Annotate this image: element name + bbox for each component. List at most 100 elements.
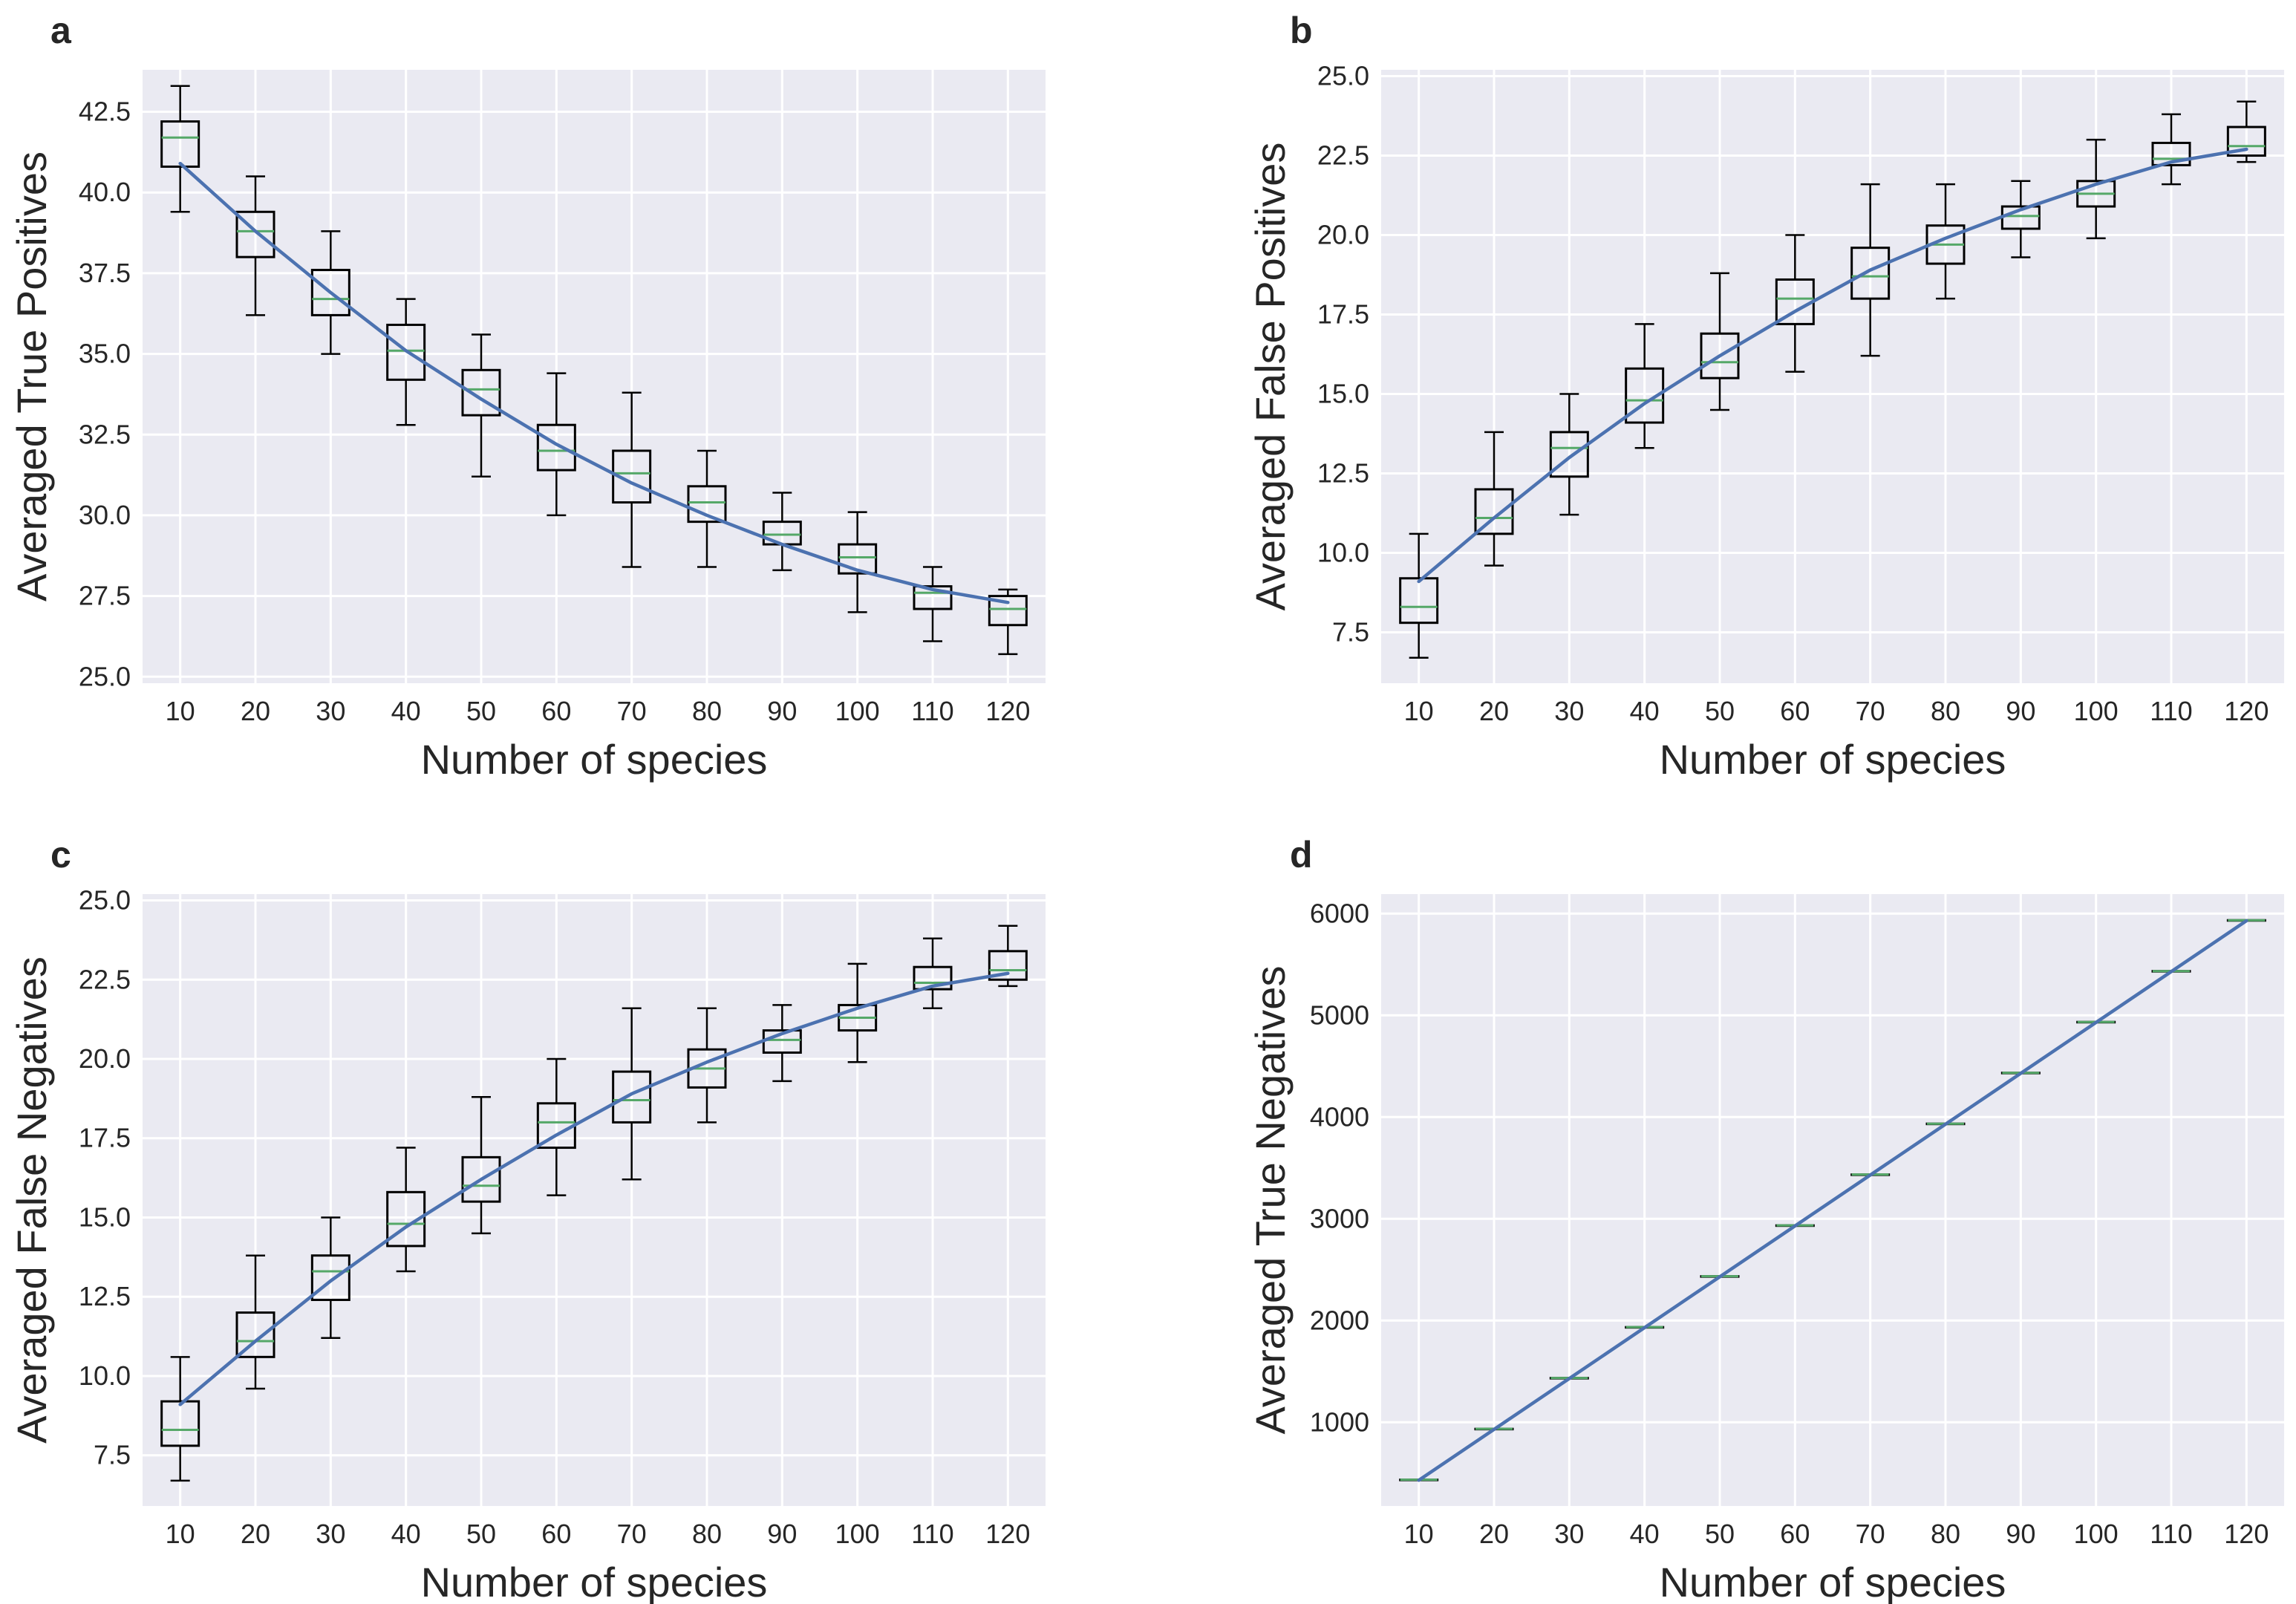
- y-tick-label: 1000: [1310, 1406, 1369, 1437]
- x-tick-label: 10: [166, 1519, 195, 1549]
- y-tick-label: 7.5: [1332, 617, 1369, 648]
- iqr-box: [160, 120, 200, 168]
- x-tick-label: 20: [1479, 1519, 1509, 1549]
- iqr-box: [1625, 367, 1665, 424]
- x-tick-label: 40: [391, 1519, 421, 1549]
- iqr-box: [988, 595, 1028, 627]
- x-tick-label: 70: [1856, 696, 1885, 726]
- panel-a: 10 20 30 40 50 60 70 80 90 100 110 120 25.0 27.5 30.0 3…: [8, 10, 1046, 783]
- y-tick-label: 22.5: [79, 964, 131, 994]
- x-tick-label: 70: [617, 696, 647, 726]
- iqr-box: [1850, 247, 1891, 300]
- y-tick-label: 40.0: [79, 177, 131, 207]
- y-tick-label: 15.0: [1317, 379, 1369, 409]
- x-tick-label: 100: [2074, 1519, 2119, 1549]
- box-10: [160, 85, 200, 213]
- iqr-box: [838, 543, 878, 575]
- x-tick-label: 120: [985, 696, 1030, 726]
- y-tick-label: 4000: [1310, 1101, 1369, 1132]
- y-tick-label: 3000: [1310, 1203, 1369, 1233]
- x-tick-label: 20: [1479, 696, 1509, 726]
- x-tick-label: 70: [617, 1519, 647, 1549]
- x-tick-label: 110: [911, 1519, 953, 1549]
- box-30: [1549, 393, 1589, 516]
- iqr-box: [386, 1190, 426, 1248]
- plot-area: [143, 70, 1046, 683]
- iqr-box: [988, 950, 1028, 981]
- x-tick-label: 80: [1931, 696, 1960, 726]
- box-100: [2076, 138, 2116, 240]
- x-tick-label: 60: [1780, 1519, 1810, 1549]
- x-tick-label: 30: [1554, 1519, 1584, 1549]
- x-tick-label: 80: [692, 696, 722, 726]
- y-tick-label: 17.5: [1317, 299, 1369, 330]
- fit-curve: [178, 161, 1010, 604]
- x-tick-label: 10: [1404, 1519, 1434, 1549]
- panel-letter: b: [1290, 10, 1313, 51]
- box-30: [310, 230, 350, 355]
- y-tick-label: 12.5: [1317, 458, 1369, 489]
- iqr-box: [612, 449, 652, 504]
- y-tick-label: 25.0: [79, 885, 131, 916]
- fit-curve: [178, 971, 1010, 1406]
- x-tick-label: 100: [2074, 696, 2119, 726]
- box-120: [988, 588, 1028, 656]
- iqr-box: [160, 1400, 200, 1447]
- x-axis-label: Number of species: [1660, 736, 2006, 783]
- x-tick-label: 120: [2224, 696, 2269, 726]
- box-120: [988, 925, 1028, 988]
- x-tick-label: 120: [2224, 1519, 2269, 1549]
- x-tick-label: 60: [541, 1519, 571, 1549]
- x-tick-label: 90: [2006, 696, 2035, 726]
- x-tick-label: 90: [767, 1519, 797, 1549]
- box-50: [461, 333, 501, 478]
- box-60: [536, 372, 576, 517]
- y-tick-label: 15.0: [79, 1202, 131, 1232]
- box-110: [913, 566, 953, 642]
- x-tick-label: 80: [1931, 1519, 1960, 1549]
- box-80: [687, 449, 727, 568]
- iqr-box: [612, 1070, 652, 1124]
- plot-area: [1381, 70, 2284, 683]
- x-tick-label: 80: [692, 1519, 722, 1549]
- y-tick-label: 10.0: [1317, 538, 1369, 568]
- x-tick-label: 110: [911, 696, 953, 726]
- x-tick-label: 30: [1554, 696, 1584, 726]
- panel-letter: a: [50, 10, 72, 51]
- x-tick-label: 30: [316, 1519, 345, 1549]
- y-tick-label: 5000: [1310, 1000, 1369, 1030]
- box-10: [1399, 532, 1439, 659]
- y-tick-label: 42.5: [79, 97, 131, 127]
- y-tick-label: 2000: [1310, 1305, 1369, 1335]
- box-40: [1625, 323, 1665, 449]
- x-tick-label: 100: [835, 1519, 880, 1549]
- box-100: [838, 962, 878, 1063]
- iqr-box: [235, 1311, 275, 1358]
- plot-area: [143, 894, 1046, 1506]
- x-tick-label: 30: [316, 696, 345, 726]
- x-tick-label: 10: [166, 696, 195, 726]
- x-axis-label: Number of species: [421, 736, 768, 783]
- x-tick-label: 110: [2150, 1519, 2192, 1549]
- x-tick-label: 100: [835, 696, 880, 726]
- box-70: [612, 391, 652, 568]
- iqr-box: [2226, 125, 2266, 157]
- x-tick-label: 50: [466, 696, 496, 726]
- fit-curve: [1417, 919, 2248, 1482]
- y-tick-label: 6000: [1310, 898, 1369, 928]
- x-tick-label: 40: [1630, 1519, 1660, 1549]
- y-axis-label: Averaged False Positives: [1247, 143, 1294, 611]
- iqr-box: [536, 423, 576, 472]
- x-tick-label: 50: [1705, 1519, 1735, 1549]
- x-tick-label: 20: [241, 696, 270, 726]
- iqr-box: [461, 1155, 501, 1203]
- x-axis-label: Number of species: [421, 1559, 768, 1604]
- y-tick-label: 25.0: [79, 661, 131, 691]
- iqr-box: [687, 485, 727, 524]
- box-10: [160, 1356, 200, 1482]
- iqr-box: [1549, 431, 1589, 478]
- y-tick-label: 32.5: [79, 419, 131, 449]
- y-tick-label: 20.0: [1317, 220, 1369, 250]
- y-tick-label: 12.5: [79, 1281, 131, 1311]
- x-tick-label: 50: [1705, 696, 1735, 726]
